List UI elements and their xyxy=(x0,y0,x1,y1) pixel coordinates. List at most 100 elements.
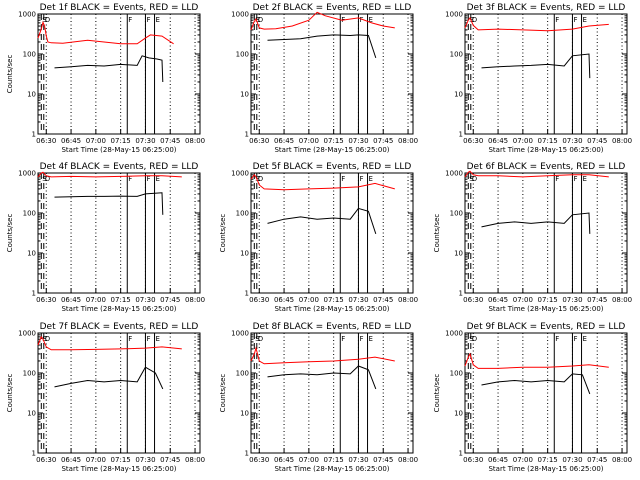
chart-panel-5: Det 5f BLACK = Events, RED = LLD 1 10 100 10… xyxy=(219,162,418,313)
series-line-lld xyxy=(250,173,395,191)
chart-panel-3: Det 3f BLACK = Events, RED = LLD 1 10 100 10… xyxy=(445,3,632,154)
plot-frame xyxy=(250,13,414,135)
x-tick-label: 08:00 xyxy=(612,296,632,304)
marker-label-f: F xyxy=(359,335,363,343)
marker-label-f: F xyxy=(359,16,363,24)
marker-label-f: F xyxy=(128,16,132,24)
x-tick-label: 07:30 xyxy=(562,137,582,145)
x-tick-label: 07:00 xyxy=(299,456,319,464)
x-tick-label: 07:15 xyxy=(324,137,344,145)
y-axis-label: Counts/sec xyxy=(219,374,227,413)
marker-label-s: S xyxy=(42,175,47,183)
marker-label-e: E xyxy=(369,335,373,343)
marker-label-e: E xyxy=(156,16,160,24)
y-tick-label: 10 xyxy=(454,410,463,418)
series-line-lld xyxy=(37,335,182,351)
marker-label-e: E xyxy=(156,175,160,183)
y-tick-label: 1000 xyxy=(231,330,249,338)
x-tick-label: 06:30 xyxy=(36,296,56,304)
y-axis-label: Counts/sec xyxy=(6,55,14,94)
marker-label-d: D xyxy=(472,175,477,183)
y-axis-label: Counts/sec xyxy=(219,214,227,253)
marker-label-f: F xyxy=(555,335,559,343)
x-tick-label: 06:45 xyxy=(61,456,81,464)
x-tick-label: 07:45 xyxy=(160,296,180,304)
marker-label-d: D xyxy=(258,16,263,24)
x-tick-label: 08:00 xyxy=(612,456,632,464)
y-tick-label: 1 xyxy=(32,131,36,139)
marker-label-s: S xyxy=(255,175,260,183)
x-tick-label: 07:15 xyxy=(111,296,131,304)
x-tick-label: 06:30 xyxy=(463,296,483,304)
x-tick-label: 08:00 xyxy=(185,296,205,304)
y-tick-label: 10 xyxy=(454,91,463,99)
y-tick-label: 1 xyxy=(459,290,463,298)
x-tick-label: 07:15 xyxy=(324,296,344,304)
marker-label-f: F xyxy=(573,16,577,24)
marker-label-f: F xyxy=(573,335,577,343)
x-tick-label: 07:15 xyxy=(538,137,558,145)
x-tick-label: 06:30 xyxy=(249,296,269,304)
chart-panel-7: Det 7f BLACK = Events, RED = LLD 1 10 100 10… xyxy=(6,322,205,473)
y-tick-label: 1 xyxy=(245,450,249,458)
marker-label-f: F xyxy=(341,175,345,183)
x-tick-label: 08:00 xyxy=(612,137,632,145)
x-tick-label: 06:45 xyxy=(61,137,81,145)
x-tick-label: 07:15 xyxy=(538,456,558,464)
chart-panel-2: Det 2f BLACK = Events, RED = LLD 1 10 100 10… xyxy=(231,3,418,154)
x-tick-label: 06:30 xyxy=(249,137,269,145)
y-tick-label: 1000 xyxy=(231,170,249,178)
chart-panel-1: Det 1f BLACK = Events, RED = LLD 1 10 100 10… xyxy=(6,3,205,154)
marker-label-d: D xyxy=(258,335,263,343)
y-tick-label: 1 xyxy=(245,290,249,298)
series-line-events xyxy=(54,192,164,215)
chart-title: Det 7f BLACK = Events, RED = LLD xyxy=(40,322,199,332)
x-axis-label: Start Time (28-May-15 06:25:00) xyxy=(274,305,389,313)
chart-title: Det 3f BLACK = Events, RED = LLD xyxy=(467,3,626,13)
series-line-events xyxy=(481,53,591,79)
marker-label-f: F xyxy=(146,335,150,343)
series-line-events xyxy=(481,373,591,395)
marker-label-f: F xyxy=(128,175,132,183)
x-axis-label: Start Time (28-May-15 06:25:00) xyxy=(488,305,603,313)
x-tick-label: 07:00 xyxy=(299,137,319,145)
x-tick-label: 07:15 xyxy=(324,456,344,464)
x-axis-label: Start Time (28-May-15 06:25:00) xyxy=(274,146,389,154)
marker-label-d: D xyxy=(258,175,263,183)
x-tick-label: 07:00 xyxy=(86,296,106,304)
series-line-lld xyxy=(464,170,609,178)
y-tick-label: 10 xyxy=(454,250,463,258)
y-tick-label: 1000 xyxy=(445,11,463,19)
marker-label-f: F xyxy=(146,175,150,183)
x-axis-label: Start Time (28-May-15 06:25:00) xyxy=(488,146,603,154)
marker-label-e: E xyxy=(369,175,373,183)
y-tick-label: 10 xyxy=(240,410,249,418)
x-tick-label: 06:45 xyxy=(61,296,81,304)
y-tick-label: 100 xyxy=(23,51,36,59)
x-tick-label: 06:45 xyxy=(488,296,508,304)
plot-frame xyxy=(37,172,201,294)
x-tick-label: 06:45 xyxy=(488,456,508,464)
marker-label-s: S xyxy=(469,16,474,24)
y-axis-label: Counts/sec xyxy=(6,374,14,413)
marker-label-s: S xyxy=(469,335,474,343)
chart-title: Det 4f BLACK = Events, RED = LLD xyxy=(40,162,199,172)
series-line-events xyxy=(481,212,591,234)
marker-label-f: F xyxy=(146,16,150,24)
x-tick-label: 06:30 xyxy=(36,137,56,145)
x-axis-label: Start Time (28-May-15 06:25:00) xyxy=(488,465,603,473)
y-tick-label: 100 xyxy=(23,210,36,218)
x-tick-label: 07:15 xyxy=(538,296,558,304)
series-line-events xyxy=(267,365,377,390)
x-tick-label: 07:45 xyxy=(373,456,393,464)
marker-label-e: E xyxy=(156,335,160,343)
series-line-lld xyxy=(250,11,395,31)
y-tick-label: 10 xyxy=(27,250,36,258)
marker-label-e: E xyxy=(369,16,373,24)
plot-frame xyxy=(37,13,201,135)
y-axis-label: Counts/sec xyxy=(433,214,441,253)
x-tick-label: 06:45 xyxy=(274,456,294,464)
plot-frame xyxy=(250,332,414,454)
x-axis-label: Start Time (28-May-15 06:25:00) xyxy=(61,465,176,473)
y-tick-label: 100 xyxy=(236,370,249,378)
